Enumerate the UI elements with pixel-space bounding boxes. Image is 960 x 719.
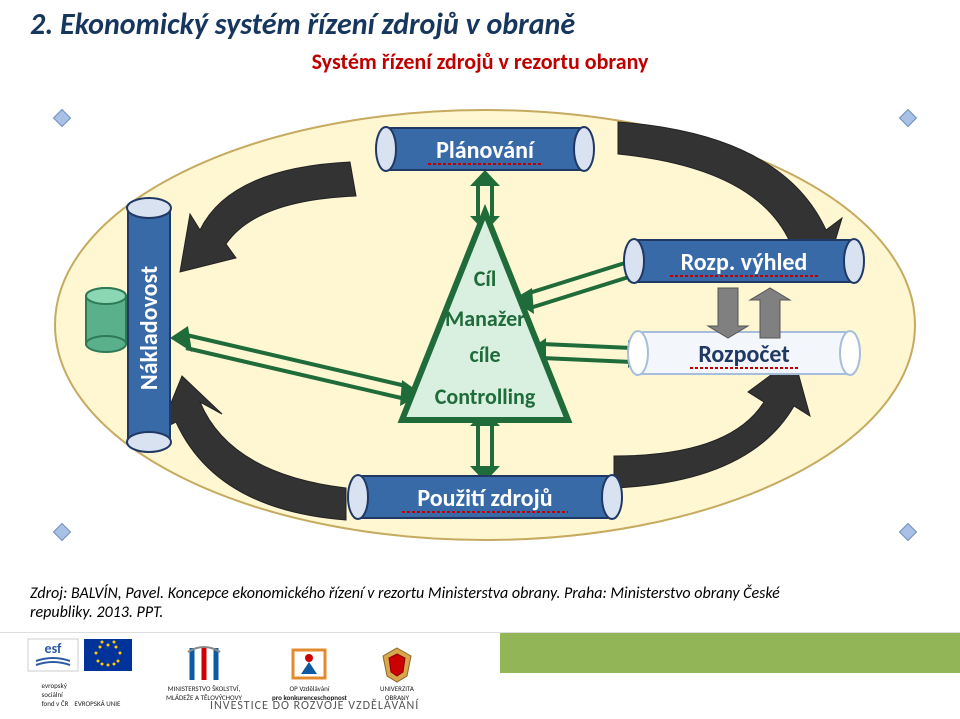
svg-text:Rozp. výhled: Rozp. výhled <box>681 248 808 277</box>
svg-text:Manažer: Manažer <box>445 305 525 332</box>
banner-right-lower: Rozpočet <box>628 331 860 375</box>
citation-part: Praha: Ministerstvo obrany České <box>564 584 780 603</box>
uo-icon <box>377 644 417 684</box>
banner-right-upper: Rozp. výhled <box>624 239 864 283</box>
logo-caption: OP Vzdělávání <box>290 684 330 693</box>
esf-icon: esf <box>26 637 136 681</box>
logo-caption: UNIVERZITA <box>380 684 414 693</box>
banner-bottom: Použití zdrojů <box>348 475 622 519</box>
svg-text:Rozpočet: Rozpočet <box>698 340 789 369</box>
svg-text:cíle: cíle <box>469 341 500 368</box>
logo-caption: MINISTERSTVO ŠKOLSTVÍ, <box>168 684 241 693</box>
msmt-icon <box>184 644 224 684</box>
citation-text: Zdroj: BALVÍN, Pavel. Koncepce ekonomick… <box>30 584 930 622</box>
cylinder-icon <box>86 288 126 352</box>
diagram-svg: Plánování Použití zdrojů Nákladovost Roz… <box>30 90 940 560</box>
svg-text:Plánování: Plánování <box>436 136 536 165</box>
citation-part: Zdroj: BALVÍN, Pavel. <box>30 584 168 603</box>
logo-caption: evropský <box>42 681 69 690</box>
banner-left: Nákladovost <box>127 198 171 452</box>
logo-opvk: OP Vzdělávání pro konkurenceschopnost <box>272 644 347 702</box>
footer-bar: esf evropský sociální fond v ČR EVROPSKÁ… <box>0 632 960 719</box>
logo-esf: esf evropský sociální fond v ČR EVROPSKÁ… <box>26 637 136 708</box>
footer-green-block <box>500 633 960 673</box>
svg-text:Nákladovost: Nákladovost <box>135 266 164 390</box>
footer-logos: esf evropský sociální fond v ČR EVROPSKÁ… <box>26 637 417 708</box>
logo-msmt: MINISTERSTVO ŠKOLSTVÍ, MLÁDEŽE A TĚLOVÝC… <box>166 644 242 702</box>
logo-caption: fond v ČR <box>42 699 69 708</box>
svg-text:Použití zdrojů: Použití zdrojů <box>417 484 552 513</box>
logo-caption: sociální <box>42 690 69 699</box>
citation-part: Koncepce ekonomického řízení v rezortu M… <box>168 584 564 603</box>
page-subtitle: Systém řízení zdrojů v rezortu obrany <box>0 48 960 75</box>
page-title: 2. Ekonomický systém řízení zdrojů v obr… <box>30 6 575 43</box>
logo-caption: EVROPSKÁ UNIE <box>74 699 120 708</box>
opvk-icon <box>287 644 331 684</box>
svg-text:esf: esf <box>45 640 63 657</box>
svg-text:Cíl: Cíl <box>474 265 496 292</box>
diagram-container: Plánování Použití zdrojů Nákladovost Roz… <box>0 90 960 570</box>
svg-text:Controlling: Controlling <box>435 383 536 410</box>
logo-uo: UNIVERZITA OBRANY <box>377 644 417 702</box>
citation-part: republiky. 2013. PPT. <box>30 603 163 622</box>
banner-top: Plánování <box>376 127 594 171</box>
footer-investice: INVESTICE DO ROZVOJE VZDĚLÁVÁNÍ <box>210 699 419 713</box>
